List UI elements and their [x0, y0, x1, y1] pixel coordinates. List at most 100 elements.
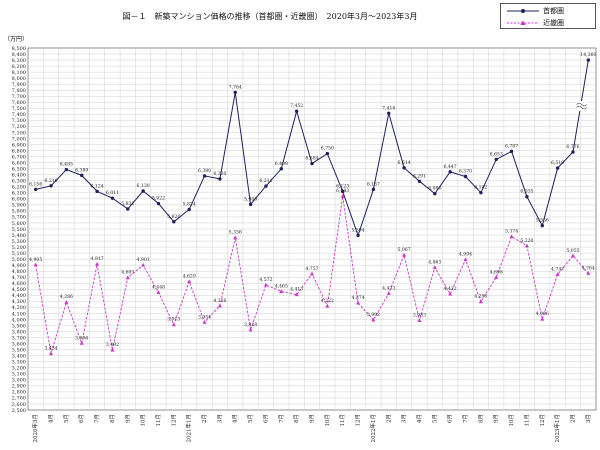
data-point-shutoken — [555, 166, 560, 170]
y-tick-label: 6,900 — [12, 142, 26, 148]
x-tick-label: 10月 — [324, 414, 331, 427]
data-label-kinki: 4,994 — [459, 252, 472, 258]
data-label-kinki: 4,226 — [213, 298, 226, 304]
data-point-shutoken — [279, 167, 283, 171]
data-label-kinki: 4,863 — [428, 259, 441, 265]
data-label-kinki: 4,465 — [275, 283, 288, 289]
data-label-shutoken: 6,776 — [566, 144, 579, 150]
data-label-shutoken: 6,330 — [213, 171, 226, 177]
legend-label-kinki: 近畿圏 — [543, 19, 564, 27]
data-point-shutoken — [509, 149, 514, 154]
y-tick-label: 4,300 — [12, 299, 26, 305]
x-tick-label: 11月 — [155, 414, 162, 427]
legend-label-shutoken: 首都圏 — [543, 7, 564, 15]
data-label-kinki: 4,413 — [290, 287, 303, 293]
y-tick-label: 4,700 — [12, 275, 26, 281]
data-point-shutoken — [141, 189, 145, 193]
data-point-shutoken — [264, 184, 268, 188]
x-tick-label: 5月 — [431, 414, 438, 423]
data-label-shutoken: 7,418 — [382, 105, 395, 111]
y-tick-label: 7,900 — [12, 82, 26, 88]
x-tick-label: 4月 — [48, 414, 55, 423]
data-point-shutoken — [463, 174, 468, 179]
y-tick-label: 8,300 — [12, 58, 26, 64]
data-point-kinki — [448, 291, 453, 296]
data-point-shutoken — [586, 58, 591, 62]
x-tick-label: 2021年1月 — [185, 414, 193, 443]
data-point-shutoken — [156, 201, 161, 206]
data-label-shutoken: 6,035 — [520, 189, 533, 195]
data-point-shutoken — [341, 189, 345, 194]
data-label-shutoken: 6,124 — [91, 183, 104, 189]
y-tick-label: 5,700 — [12, 215, 26, 221]
y-tick-label: 3,200 — [12, 366, 26, 372]
y-tick-label: 6,700 — [12, 154, 26, 160]
data-point-shutoken — [371, 187, 376, 192]
y-tick-label: 4,000 — [12, 317, 26, 323]
data-point-shutoken — [540, 223, 544, 228]
data-label-shutoken: 6,370 — [459, 169, 472, 175]
data-label-kinki: 4,764 — [582, 265, 595, 271]
y-tick-label: 3,300 — [12, 360, 26, 366]
data-point-kinki — [478, 299, 483, 304]
data-point-kinki — [33, 262, 38, 267]
data-point-shutoken — [294, 109, 299, 113]
y-tick-label: 2,900 — [12, 384, 26, 390]
legend: 首都圏 近畿圏 — [500, 3, 596, 29]
data-point-shutoken — [80, 173, 84, 178]
axis-break-mask — [576, 101, 587, 112]
y-tick-label: 7,100 — [12, 130, 26, 136]
x-tick-label: 6月 — [447, 414, 454, 423]
data-label-kinki: 3,913 — [167, 317, 180, 323]
data-point-shutoken — [202, 174, 207, 178]
legend-line-circle-icon — [507, 9, 539, 13]
data-label-shutoken: 6,130 — [137, 183, 150, 189]
y-tick-label: 7,000 — [12, 136, 26, 142]
x-tick-label: 6月 — [78, 414, 85, 423]
x-tick-label: 7月 — [278, 414, 285, 423]
data-label-shutoken: 6,157 — [367, 181, 380, 187]
data-point-kinki — [217, 303, 222, 308]
data-label-kinki: 4,286 — [60, 294, 73, 300]
data-point-kinki — [540, 316, 545, 321]
data-label-kinki: 4,274 — [351, 295, 364, 301]
x-tick-label: 8月 — [477, 414, 484, 423]
data-label-shutoken: 6,123 — [336, 183, 349, 189]
data-label-shutoken: 6,514 — [398, 160, 411, 166]
x-tick-label: 2月 — [569, 414, 576, 423]
x-tick-label: 9月 — [493, 414, 500, 423]
x-tick-label: 2月 — [385, 414, 392, 423]
data-label-shutoken: 5,824 — [183, 201, 196, 207]
x-tick-label: 12月 — [539, 414, 546, 427]
data-point-shutoken — [233, 90, 237, 95]
y-tick-label: 6,300 — [12, 179, 26, 185]
data-label-kinki: 5,220 — [520, 238, 533, 244]
data-label-kinki: 3,434 — [44, 346, 57, 352]
data-label-shutoken: 6,584 — [305, 156, 318, 162]
data-label-kinki: 4,747 — [551, 266, 564, 272]
data-point-kinki — [79, 341, 84, 345]
data-point-kinki — [248, 327, 253, 332]
y-tick-label: 8,100 — [12, 70, 26, 76]
data-point-kinki — [95, 261, 100, 266]
data-point-kinki — [141, 262, 146, 267]
data-point-shutoken — [433, 191, 437, 196]
data-point-kinki — [110, 347, 115, 352]
y-tick-label: 5,900 — [12, 203, 26, 209]
y-tick-label: 3,800 — [12, 329, 26, 335]
data-label-shutoken: 5,832 — [121, 201, 134, 207]
data-point-kinki — [156, 290, 161, 294]
y-tick-label: 6,000 — [12, 197, 26, 203]
data-point-kinki — [509, 234, 514, 239]
x-tick-label: 9月 — [124, 414, 131, 423]
data-label-kinki: 5,374 — [505, 229, 518, 235]
legend-line-triangle-icon — [507, 20, 539, 25]
y-tick-label: 7,700 — [12, 94, 26, 100]
data-label-kinki: 3,606 — [75, 335, 88, 341]
x-tick-label: 8月 — [293, 414, 300, 423]
x-tick-label: 12月 — [355, 414, 362, 427]
data-label-shutoken: 6,653 — [490, 151, 503, 157]
x-tick-label: 11月 — [339, 414, 346, 427]
data-point-kinki — [49, 351, 54, 356]
legend-item-shutoken: 首都圏 — [501, 5, 597, 17]
